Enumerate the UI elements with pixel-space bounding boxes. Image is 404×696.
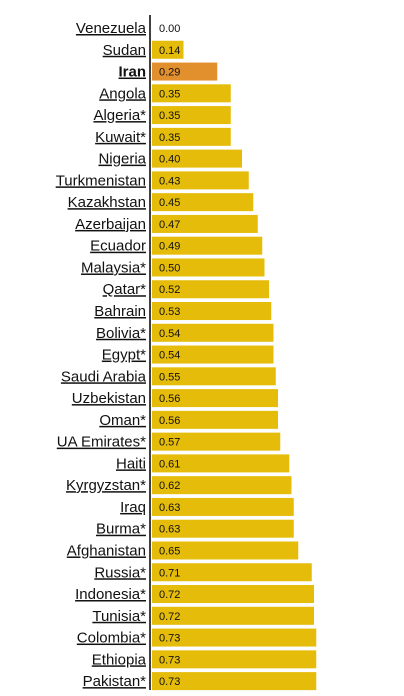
bar-ethiopia <box>152 650 317 669</box>
category-label-ecuador[interactable]: Ecuador <box>90 238 146 255</box>
category-label-bolivia[interactable]: Bolivia* <box>96 325 146 342</box>
bar-russia <box>152 563 312 582</box>
category-label-indonesia[interactable]: Indonesia* <box>75 586 146 603</box>
category-label-angola[interactable]: Angola <box>99 85 146 102</box>
bars-layer <box>152 40 328 696</box>
category-label-egypt[interactable]: Egypt* <box>102 347 146 364</box>
category-label-russia[interactable]: Russia* <box>94 564 146 581</box>
category-label-algeria[interactable]: Algeria* <box>93 107 146 124</box>
category-label-qatar[interactable]: Qatar* <box>103 281 147 298</box>
bar-algeria <box>152 106 231 125</box>
value-label-iraq: 0.63 <box>159 502 180 514</box>
value-label-saudi-arabia: 0.55 <box>159 371 180 383</box>
bar-indonesia <box>152 585 314 604</box>
category-label-bahrain[interactable]: Bahrain <box>94 303 146 320</box>
bar-malaysia <box>152 258 265 277</box>
value-labels-layer: 0.00 0.14 0.29 0.35 0.35 0.35 0.40 0.43 0.45 0.47… <box>159 23 180 688</box>
bar-oman <box>152 410 278 429</box>
value-label-kuwait: 0.35 <box>159 132 180 144</box>
value-label-haiti: 0.61 <box>159 458 180 470</box>
category-label-kyrgyzstan[interactable]: Kyrgyzstan* <box>66 477 146 494</box>
category-label-ua-emirates[interactable]: UA Emirates* <box>57 434 146 451</box>
category-label-burma[interactable]: Burma* <box>96 521 146 538</box>
value-label-iran: 0.29 <box>159 67 180 79</box>
category-label-uzbekistan[interactable]: Uzbekistan <box>72 390 146 407</box>
value-label-ua-emirates: 0.57 <box>159 437 180 449</box>
value-label-bolivia: 0.54 <box>159 328 180 340</box>
bar-iran <box>152 62 218 81</box>
bar-turkmenistan <box>152 171 249 190</box>
bar-afghanistan <box>152 541 299 560</box>
value-label-oman: 0.56 <box>159 415 180 427</box>
value-label-colombia: 0.73 <box>159 633 180 645</box>
value-label-ecuador: 0.49 <box>159 241 180 253</box>
bar-bahrain <box>152 302 272 321</box>
bar-kyrgyzstan <box>152 476 292 495</box>
value-label-kyrgyzstan: 0.62 <box>159 480 180 492</box>
category-label-colombia[interactable]: Colombia* <box>77 630 146 647</box>
category-label-sudan[interactable]: Sudan <box>103 42 146 59</box>
value-label-turkmenistan: 0.43 <box>159 175 180 187</box>
category-labels-layer: Venezuela Sudan Iran Angola Algeria* Kuwait* N… <box>56 20 147 690</box>
category-label-ethiopia[interactable]: Ethiopia <box>92 651 147 668</box>
value-label-tunisia: 0.72 <box>159 611 180 623</box>
value-label-nigeria: 0.40 <box>159 154 180 166</box>
value-label-venezuela: 0.00 <box>159 23 180 35</box>
bar-qatar <box>152 280 269 299</box>
value-label-indonesia: 0.72 <box>159 589 180 601</box>
bar-uzbekistan <box>152 389 278 408</box>
category-label-iran[interactable]: Iran <box>118 64 146 81</box>
category-label-haiti[interactable]: Haiti <box>116 455 146 472</box>
value-label-kazakhstan: 0.45 <box>159 197 180 209</box>
category-label-nigeria[interactable]: Nigeria <box>98 151 146 168</box>
bar-azerbaijan <box>152 214 258 233</box>
value-label-afghanistan: 0.65 <box>159 545 180 557</box>
bar-egypt <box>152 345 274 364</box>
value-label-azerbaijan: 0.47 <box>159 219 180 231</box>
value-label-russia: 0.71 <box>159 567 180 579</box>
category-label-oman[interactable]: Oman* <box>99 412 146 429</box>
value-label-pakistan: 0.73 <box>159 676 180 688</box>
bar-ecuador <box>152 236 263 255</box>
bar-bolivia <box>152 323 274 342</box>
value-label-algeria: 0.35 <box>159 110 180 122</box>
bar-burma <box>152 519 294 538</box>
value-label-uzbekistan: 0.56 <box>159 393 180 405</box>
bar-colombia <box>152 628 317 647</box>
bar-ua-emirates <box>152 432 281 451</box>
value-label-egypt: 0.54 <box>159 350 180 362</box>
value-label-angola: 0.35 <box>159 88 180 100</box>
bar-nigeria <box>152 149 242 168</box>
bar-iraq <box>152 497 294 516</box>
bar-sudan <box>152 40 184 59</box>
value-label-malaysia: 0.50 <box>159 262 180 274</box>
value-label-qatar: 0.52 <box>159 284 180 296</box>
bar-saudi-arabia <box>152 367 276 386</box>
category-label-turkmenistan[interactable]: Turkmenistan <box>56 172 146 189</box>
value-label-sudan: 0.14 <box>159 45 180 57</box>
category-label-pakistan[interactable]: Pakistan* <box>83 673 147 690</box>
category-label-saudi-arabia[interactable]: Saudi Arabia <box>61 368 147 385</box>
category-label-tunisia[interactable]: Tunisia* <box>92 608 146 625</box>
bar-tunisia <box>152 606 314 625</box>
value-label-bahrain: 0.53 <box>159 306 180 318</box>
category-label-iraq[interactable]: Iraq <box>120 499 146 516</box>
value-label-burma: 0.63 <box>159 524 180 536</box>
category-label-kazakhstan[interactable]: Kazakhstan <box>68 194 146 211</box>
category-label-malaysia[interactable]: Malaysia* <box>81 259 146 276</box>
bar-kazakhstan <box>152 193 254 212</box>
bar-pakistan <box>152 672 317 691</box>
bar-kuwait <box>152 127 231 146</box>
category-label-venezuela[interactable]: Venezuela <box>76 20 147 37</box>
category-label-kuwait[interactable]: Kuwait* <box>95 129 146 146</box>
value-label-ethiopia: 0.73 <box>159 654 180 666</box>
category-label-azerbaijan[interactable]: Azerbaijan <box>75 216 146 233</box>
category-label-afghanistan[interactable]: Afghanistan <box>67 542 146 559</box>
bar-angola <box>152 84 231 103</box>
bar-haiti <box>152 454 290 473</box>
